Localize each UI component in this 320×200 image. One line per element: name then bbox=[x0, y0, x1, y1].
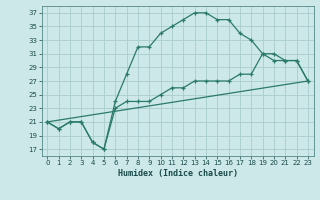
X-axis label: Humidex (Indice chaleur): Humidex (Indice chaleur) bbox=[118, 169, 237, 178]
